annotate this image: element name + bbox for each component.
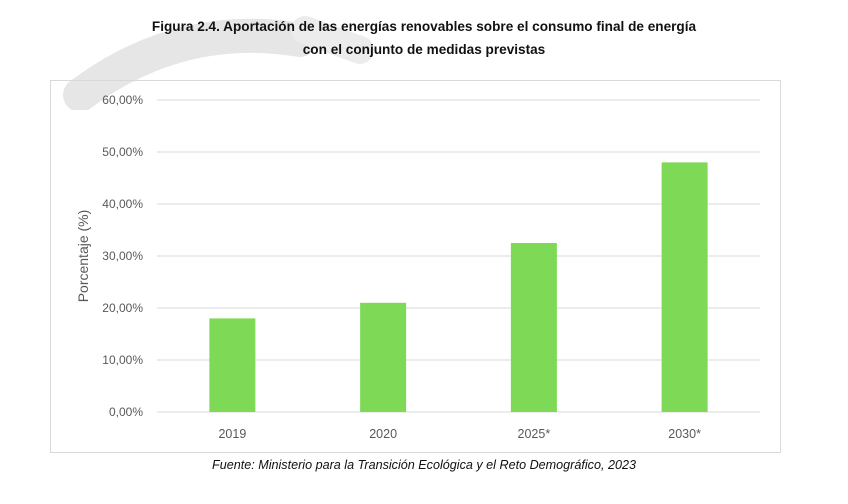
x-tick-label: 2025* <box>518 427 551 441</box>
y-tick-label: 10,00% <box>102 353 143 367</box>
y-tick-label: 40,00% <box>102 197 143 211</box>
chart-frame <box>50 80 781 453</box>
y-tick-label: 0,00% <box>109 405 143 419</box>
figure-source: Fuente: Ministerio para la Transición Ec… <box>212 458 636 472</box>
x-tick-label: 2020 <box>369 427 397 441</box>
y-tick-label: 50,00% <box>102 145 143 159</box>
bar <box>510 243 557 412</box>
y-tick-label: 20,00% <box>102 301 143 315</box>
figure-title-line-2: con el conjunto de medidas previstas <box>302 42 546 57</box>
y-tick-label: 60,00% <box>102 93 143 107</box>
figure-title: Figura 2.4. Aportación de las energías r… <box>0 15 848 61</box>
bar <box>661 162 708 412</box>
x-tick-label: 2019 <box>218 427 246 441</box>
y-axis-label: Porcentaje (%) <box>75 210 91 303</box>
figure-title-line-1: Figura 2.4. Aportación de las energías r… <box>151 19 697 34</box>
bar <box>209 318 256 412</box>
bar <box>360 302 407 412</box>
y-tick-label: 30,00% <box>102 249 143 263</box>
x-tick-label: 2030* <box>668 427 701 441</box>
